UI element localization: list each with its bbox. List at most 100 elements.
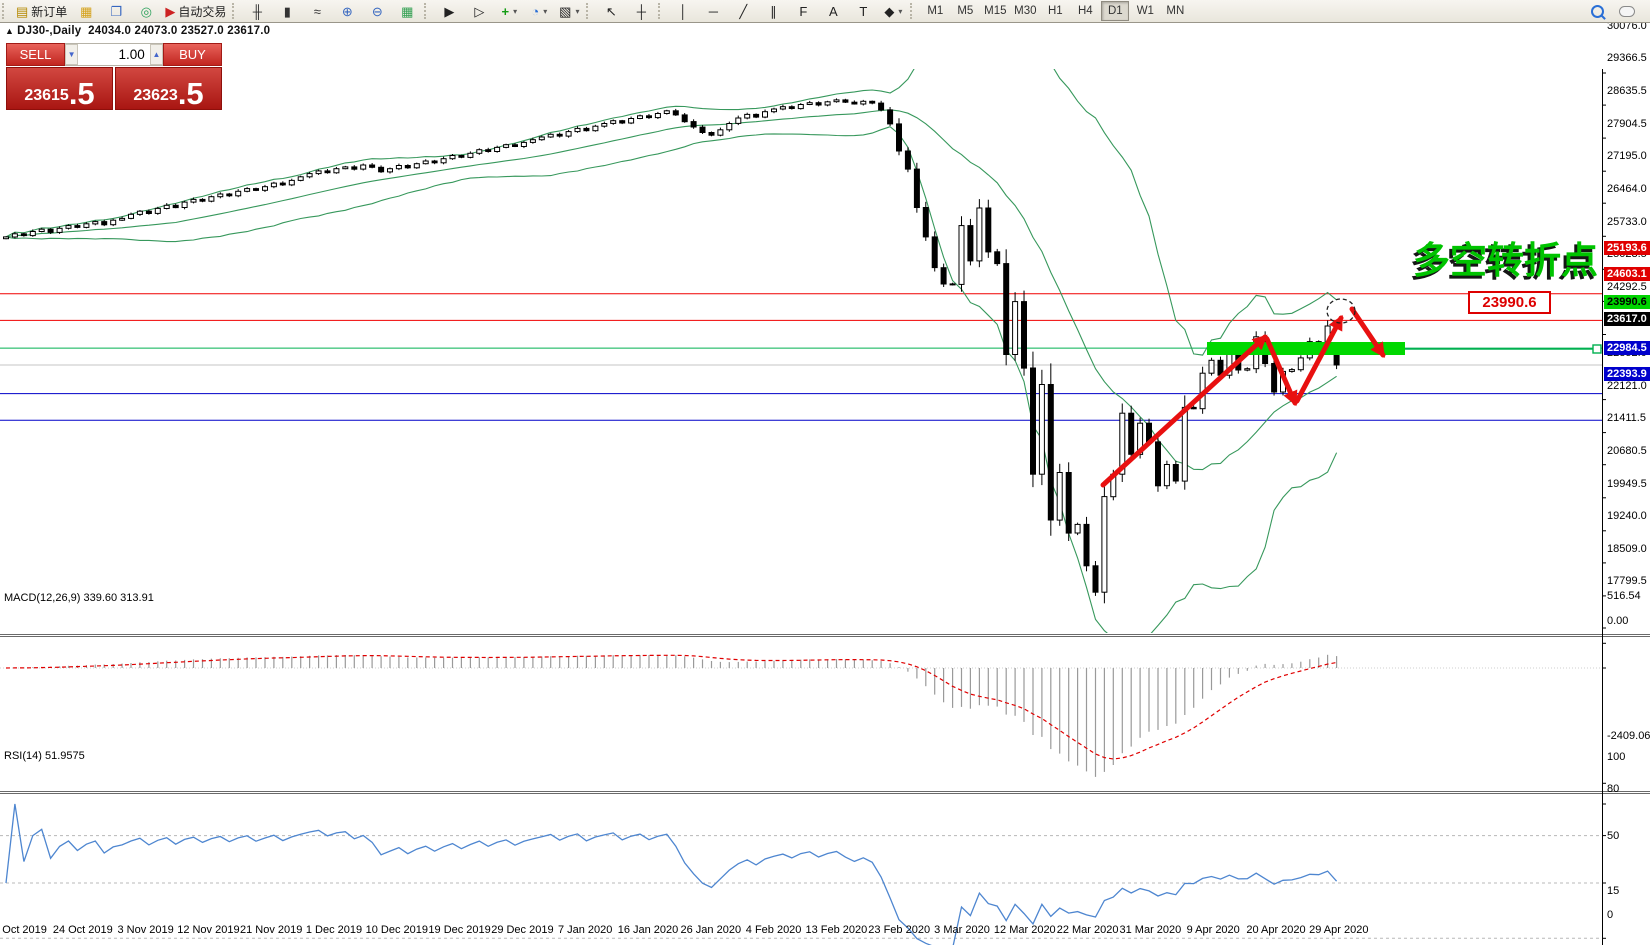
zoom-out-button[interactable]: ⊖ (362, 0, 392, 22)
search-button[interactable] (1582, 0, 1612, 22)
trendline-button[interactable]: ╱ (728, 0, 758, 22)
autotrading-button[interactable]: ▶ 自动交易 (161, 0, 230, 22)
date-axis-label: 29 Dec 2019 (491, 924, 554, 936)
bar-chart-button[interactable]: ╫ (242, 0, 272, 22)
toolbar-handle (2, 3, 10, 19)
chart-shift-button[interactable]: ▷ (464, 0, 494, 22)
timeframe-m1-button[interactable]: M1 (927, 5, 944, 17)
market-watch-button[interactable]: ▦ (71, 0, 101, 22)
chat-icon (1619, 5, 1635, 17)
date-axis-label: 13 Feb 2020 (805, 924, 868, 936)
date-axis-label: 24 Oct 2019 (52, 924, 113, 936)
sell-price[interactable]: 23615.5 (6, 67, 113, 110)
price-axis-label: 24603.1 (1604, 267, 1650, 282)
tile-windows-button[interactable]: ▦ (392, 0, 422, 22)
text-label-button[interactable]: T (848, 0, 878, 22)
price-axis-label: 0 (1607, 909, 1614, 921)
toolbar-handle (424, 3, 432, 19)
text-button[interactable]: A (818, 0, 848, 22)
sell-price-main: 23615 (24, 87, 69, 104)
arrows-button[interactable]: ◆ ▾ (878, 0, 908, 22)
macd-label: MACD(12,26,9) 339.60 313.91 (4, 592, 154, 604)
price-axis-label: 100 (1607, 751, 1626, 763)
cursor-icon: ↖ (605, 3, 617, 19)
date-axis-label: 20 Apr 2020 (1246, 924, 1306, 936)
chevron-down-icon[interactable]: ▾ (513, 6, 518, 16)
buy-price[interactable]: 23623.5 (115, 67, 222, 110)
crosshair-button[interactable]: ┼ (626, 0, 656, 22)
auto-scroll-icon: ▶ (444, 3, 455, 19)
annotation-turning-point: 多空转折点 (1413, 239, 1598, 282)
line-chart-icon: ≈ (313, 3, 321, 19)
line-chart-button[interactable]: ≈ (302, 0, 332, 22)
new-order-button[interactable]: ▤ 新订单 (12, 0, 71, 22)
indicators-button[interactable]: + ▾ (494, 0, 524, 22)
vertical-line-button[interactable]: │ (668, 0, 698, 22)
arrows-icon: ◆ (884, 3, 895, 19)
autotrading-icon: ▶ (165, 3, 176, 19)
date-axis-label: 29 Apr 2020 (1309, 924, 1369, 936)
new-order-label: 新订单 (31, 4, 68, 19)
price-axis-label: 27195.0 (1607, 150, 1647, 163)
signal-button[interactable]: ◎ (131, 0, 161, 22)
symbol-direction-icon: ▲ (5, 26, 15, 36)
vertical-line-icon: │ (679, 3, 688, 19)
chevron-down-icon[interactable]: ▾ (543, 6, 548, 16)
rsi-label: RSI(14) 51.9575 (4, 750, 85, 762)
price-axis-label: -2409.06 (1607, 730, 1650, 743)
timeframe-d1-button[interactable]: D1 (1101, 1, 1130, 21)
chat-button[interactable] (1612, 0, 1642, 22)
price-axis-label: 19949.5 (1607, 477, 1647, 490)
indicators-icon: + (501, 3, 510, 19)
volume-increase-button[interactable]: ▲ (149, 44, 163, 65)
toolbar: ▤ 新订单 ▦ ❐ ◎ ▶ 自动交易 ╫ ▮ ≈ ⊕ ⊖ ▦ ▶ ▷ + ▾ ◔ ▾ ▧ ▾ ↖ ┼ │ ─ ╱ ∥ F A T ◆ ▾ M1 M… (0, 0, 1650, 23)
price-axis-label: 22121.0 (1607, 379, 1647, 392)
price-axis-label: 17799.5 (1607, 574, 1647, 587)
charts-window-icon: ❐ (110, 3, 123, 19)
date-axis-label: 19 Dec 2019 (428, 924, 491, 936)
zoom-in-button[interactable]: ⊕ (332, 0, 362, 22)
horizontal-line-button[interactable]: ─ (698, 0, 728, 22)
date-axis-label: 10 Dec 2019 (365, 924, 428, 936)
fibonacci-icon: F (799, 3, 808, 19)
date-axis-label: 3 Nov 2019 (117, 924, 174, 936)
chevron-down-icon[interactable]: ▾ (898, 6, 903, 16)
date-axis-label: 5 Oct 2019 (0, 924, 47, 936)
fibonacci-button[interactable]: F (788, 0, 818, 22)
toolbar-handle (586, 3, 594, 19)
charts-window-button[interactable]: ❐ (101, 0, 131, 22)
volume-decrease-button[interactable]: ▼ (65, 44, 79, 65)
timeframe-h1-button[interactable]: H1 (1047, 5, 1063, 17)
timeframe-m30-button[interactable]: M30 (1014, 5, 1037, 17)
crosshair-icon: ┼ (636, 3, 646, 19)
volume-input[interactable] (78, 44, 150, 65)
chevron-down-icon[interactable]: ▾ (575, 6, 580, 16)
sell-button[interactable]: SELL (6, 43, 65, 66)
volume-stepper: ▼ ▲ (65, 43, 163, 66)
date-axis-label: 12 Nov 2019 (177, 924, 240, 936)
timeframe-m15-button[interactable]: M15 (984, 5, 1007, 17)
price-axis-label: 18509.0 (1607, 542, 1647, 555)
cursor-button[interactable]: ↖ (596, 0, 626, 22)
timeframe-h4-button[interactable]: H4 (1077, 5, 1093, 17)
buy-price-fraction: .5 (177, 75, 204, 111)
periods-button[interactable]: ◔ ▾ (524, 0, 554, 22)
chart-canvas[interactable]: ▲ DJ30-,Daily 24034.0 24073.0 23527.0 236… (0, 23, 1650, 945)
price-axis-label: 21411.5 (1607, 411, 1646, 424)
equidistant-channel-icon: ∥ (770, 3, 777, 19)
auto-scroll-button[interactable]: ▶ (434, 0, 464, 22)
price-axis-label: 27904.5 (1607, 118, 1647, 131)
timeframe-m5-button[interactable]: M5 (957, 5, 974, 17)
timeframe-mn-button[interactable]: MN (1166, 5, 1185, 17)
text-icon: A (828, 3, 838, 19)
price-axis-label: 29366.5 (1607, 52, 1647, 65)
buy-button[interactable]: BUY (163, 43, 222, 66)
timeframe-w1-button[interactable]: W1 (1136, 5, 1154, 17)
search-icon (1590, 4, 1604, 18)
candlestick-chart-button[interactable]: ▮ (272, 0, 302, 22)
templates-button[interactable]: ▧ ▾ (554, 0, 584, 22)
equidistant-channel-button[interactable]: ∥ (758, 0, 788, 22)
toolbar-handle (658, 3, 666, 19)
candlestick-chart-icon: ▮ (283, 3, 291, 19)
